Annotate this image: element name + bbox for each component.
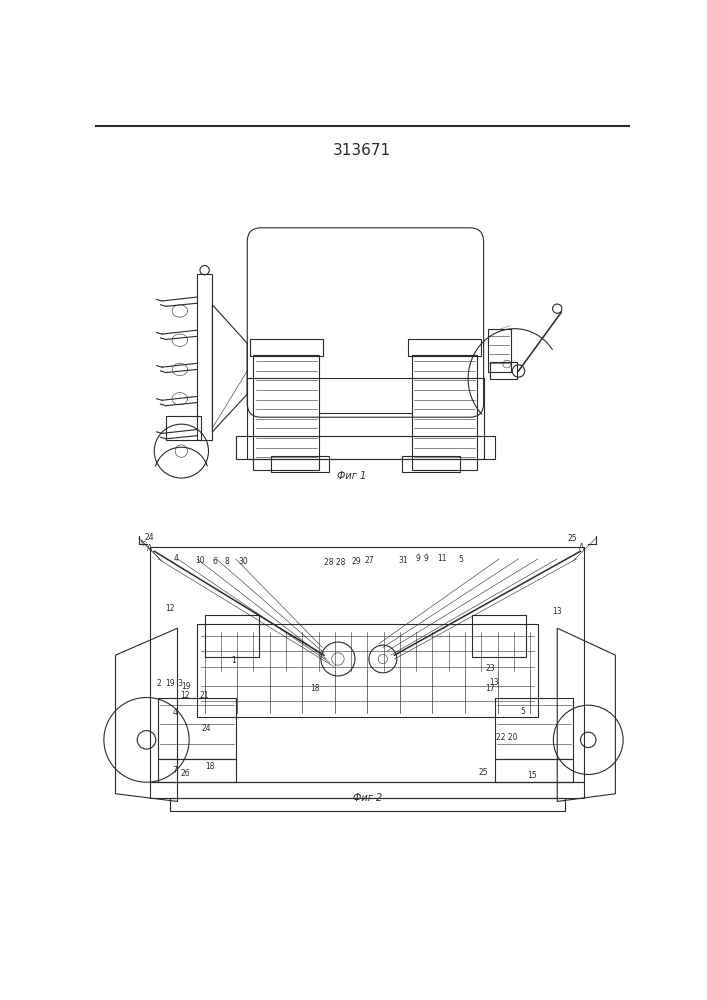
Bar <box>411 355 477 470</box>
Bar <box>170 798 565 811</box>
Bar <box>495 759 573 782</box>
Text: 25: 25 <box>479 768 489 777</box>
Text: 9: 9 <box>423 554 428 563</box>
Bar <box>408 339 481 356</box>
Text: 28 28: 28 28 <box>324 558 346 567</box>
Text: 24: 24 <box>145 533 154 542</box>
Text: A: A <box>578 543 584 552</box>
Text: 15: 15 <box>527 771 537 780</box>
Text: 4: 4 <box>173 554 178 563</box>
Text: 13: 13 <box>490 678 499 687</box>
Text: 18: 18 <box>310 684 320 693</box>
Text: 26: 26 <box>180 769 190 778</box>
Bar <box>151 547 585 782</box>
Text: 11: 11 <box>437 554 447 563</box>
Text: 27: 27 <box>365 556 375 565</box>
Text: 13: 13 <box>552 607 562 616</box>
Text: 1: 1 <box>232 656 236 665</box>
Bar <box>158 698 235 759</box>
Text: 8: 8 <box>225 557 230 566</box>
Text: 4: 4 <box>173 708 177 717</box>
Text: Фиг 2: Фиг 2 <box>353 793 382 803</box>
Text: Фиг 1: Фиг 1 <box>337 471 366 481</box>
Bar <box>247 378 484 459</box>
Text: 23: 23 <box>485 664 495 673</box>
Bar <box>158 759 235 782</box>
Bar <box>271 456 329 472</box>
Text: 5: 5 <box>520 707 525 716</box>
Text: 29: 29 <box>351 557 361 566</box>
Text: 12: 12 <box>165 604 175 613</box>
Bar <box>204 615 259 657</box>
Bar <box>235 436 495 459</box>
Bar <box>495 698 573 759</box>
Text: 2: 2 <box>156 679 161 688</box>
Text: 6: 6 <box>212 557 217 566</box>
Text: 21: 21 <box>200 691 209 700</box>
Text: 5: 5 <box>458 555 463 564</box>
Text: 10: 10 <box>195 556 205 565</box>
Bar <box>166 416 201 440</box>
Text: 7: 7 <box>173 766 177 775</box>
Text: 17: 17 <box>485 684 495 693</box>
Text: A: A <box>147 544 152 553</box>
Text: 19: 19 <box>165 679 175 688</box>
Text: 24: 24 <box>201 724 211 733</box>
Bar <box>197 274 212 440</box>
Text: 22 20: 22 20 <box>496 733 518 742</box>
Bar <box>253 355 320 470</box>
Bar <box>197 624 538 717</box>
Text: 3: 3 <box>177 679 182 688</box>
Bar <box>250 339 323 356</box>
Bar <box>488 329 510 372</box>
Text: 31: 31 <box>398 556 408 565</box>
Bar <box>472 615 526 657</box>
Text: 313671: 313671 <box>333 143 391 158</box>
Text: 25: 25 <box>568 534 578 543</box>
Text: 18: 18 <box>205 762 215 771</box>
Text: 30: 30 <box>238 557 248 566</box>
Text: 9: 9 <box>415 554 420 563</box>
Bar <box>402 456 460 472</box>
Text: 19: 19 <box>181 682 191 691</box>
Bar <box>490 362 517 379</box>
Text: 12: 12 <box>180 691 189 700</box>
Bar <box>151 782 585 798</box>
